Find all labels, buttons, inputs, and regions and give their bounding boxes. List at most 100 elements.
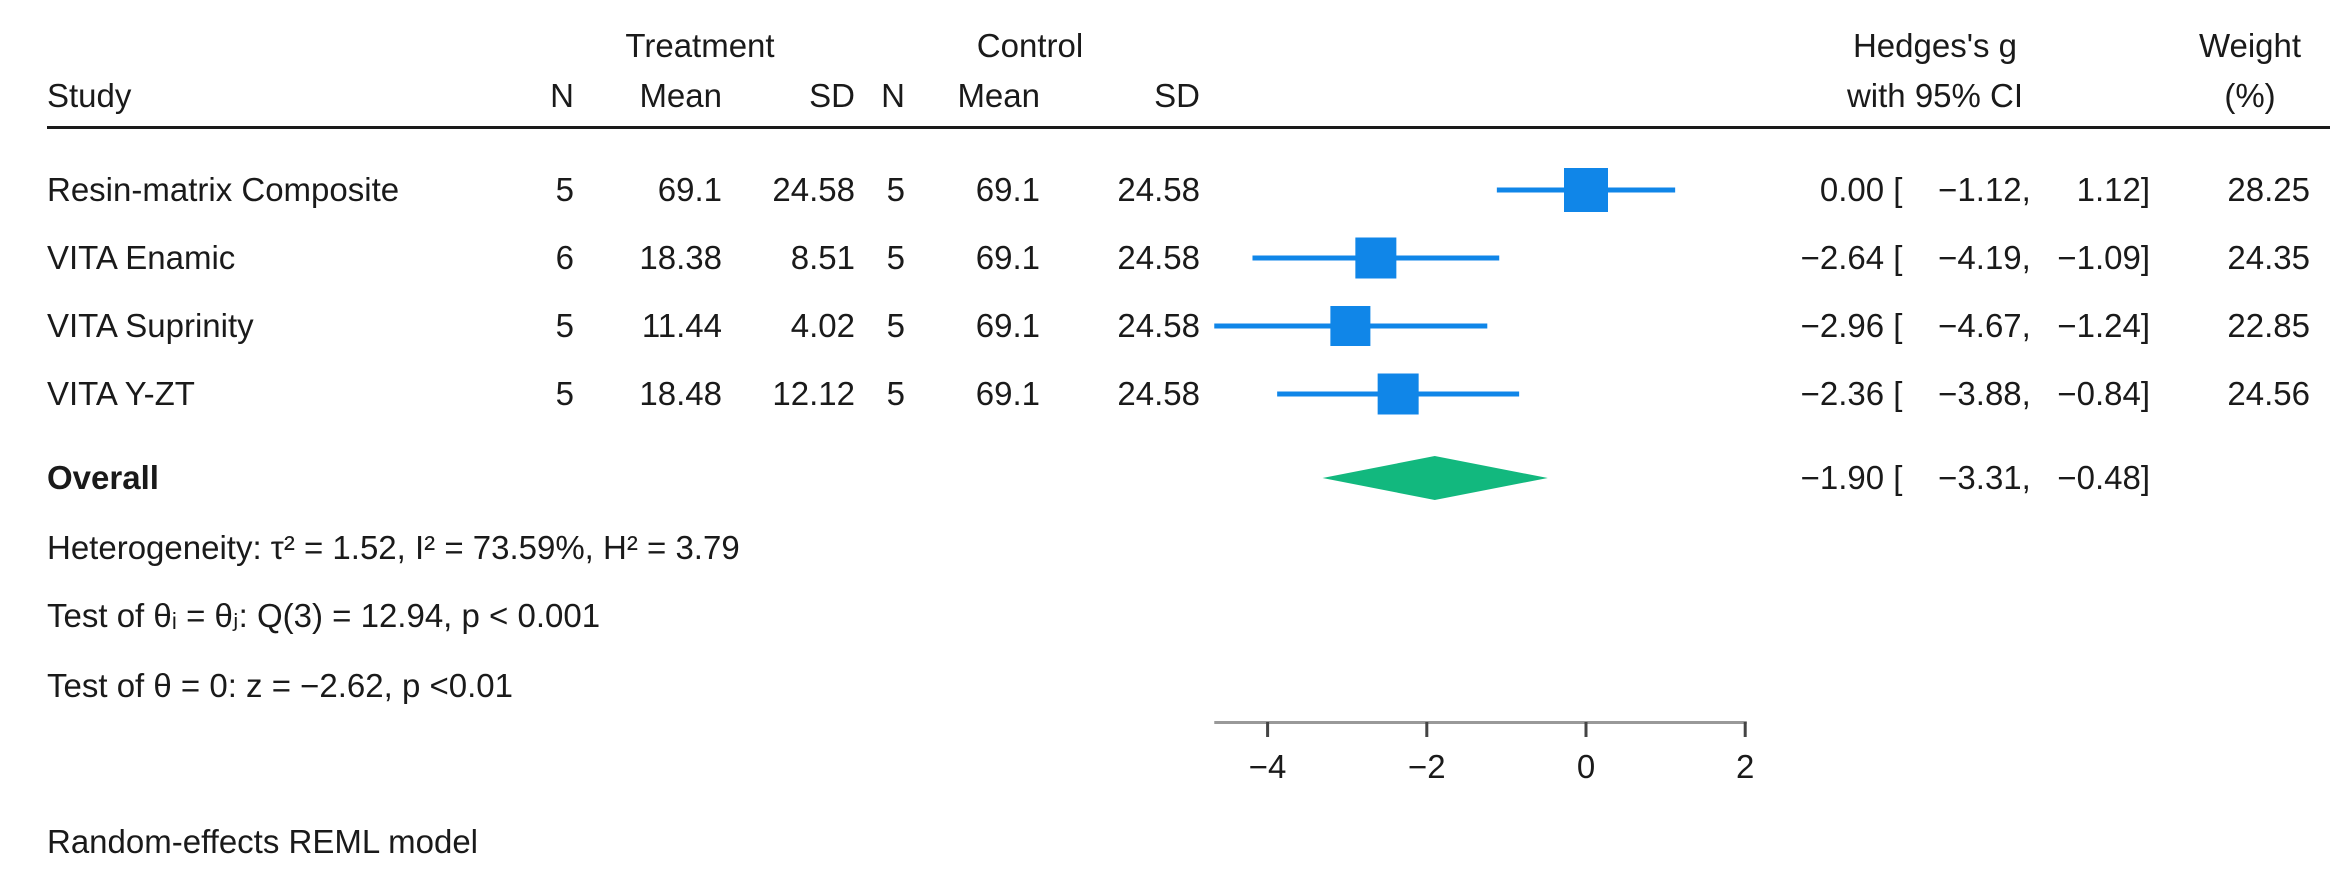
x-axis-tick [1584, 722, 1588, 737]
weight-header-line2: (%) [2224, 77, 2276, 114]
x-axis-line [1214, 721, 1747, 724]
table-row: Resin-matrix Composite 5 69.1 24.58 5 69… [0, 168, 2348, 212]
control-sd: 24.58 [1117, 375, 1200, 412]
treatment-n: 5 [555, 375, 574, 412]
effect-estimate-ci: −2.96 [ −4.67 , −1.24 ] [1764, 304, 2150, 348]
x-axis-tick [1743, 722, 1747, 737]
bracket-open: [ [1884, 375, 1912, 412]
treatment-mean: 11.44 [641, 307, 722, 344]
x-axis-tick [1266, 722, 1270, 737]
effect-estimate: −2.64 [1800, 239, 1885, 276]
treatment-n: 6 [555, 239, 574, 276]
control-mean-header: Mean [957, 77, 1040, 114]
ci-lower: −3.88 [1938, 375, 2022, 412]
weight-value: 22.85 [2227, 307, 2310, 344]
study-column-header: Study [47, 77, 132, 114]
ci-upper: −0.84 [2057, 375, 2141, 412]
bracket-close: ] [2140, 239, 2150, 276]
study-name: Resin-matrix Composite [47, 171, 400, 208]
treatment-group-header: Treatment [625, 27, 775, 64]
ci-lower: −3.31 [1938, 459, 2022, 496]
treatment-n-header: N [550, 77, 574, 114]
control-n: 5 [886, 171, 905, 208]
control-n-header: N [881, 77, 905, 114]
treatment-n: 5 [555, 307, 574, 344]
weight-value: 24.56 [2227, 375, 2310, 412]
control-mean: 69.1 [975, 239, 1040, 276]
comma: , [2021, 171, 2031, 208]
effect-estimate: 0.00 [1819, 171, 1885, 208]
ci-upper: −0.48 [2057, 459, 2141, 496]
effect-estimate: −2.36 [1800, 375, 1885, 412]
comma: , [2021, 459, 2031, 496]
control-mean: 69.1 [975, 171, 1040, 208]
ci-lower: −4.19 [1938, 239, 2022, 276]
treatment-n: 5 [555, 171, 574, 208]
ci-upper: 1.12 [2076, 171, 2141, 208]
treatment-sd-header: SD [809, 77, 855, 114]
treatment-mean-header: Mean [639, 77, 722, 114]
bracket-close: ] [2140, 375, 2150, 412]
bracket-close: ] [2140, 171, 2150, 208]
x-axis-tick-label: 0 [1577, 748, 1595, 785]
control-sd-header: SD [1154, 77, 1200, 114]
weight-value: 24.35 [2227, 239, 2310, 276]
comma: , [2021, 375, 2031, 412]
weight-header-line1: Weight [2198, 27, 2302, 64]
comma: , [2021, 307, 2031, 344]
control-sd: 24.58 [1117, 171, 1200, 208]
control-mean: 69.1 [975, 375, 1040, 412]
x-axis-tick-label: −4 [1249, 748, 1287, 785]
treatment-mean: 18.38 [639, 239, 722, 276]
table-row: VITA Y-ZT 5 18.48 12.12 5 69.1 24.58 −2.… [0, 372, 2348, 416]
overall-label: Overall [47, 459, 159, 496]
control-sd: 24.58 [1117, 307, 1200, 344]
weight-value: 28.25 [2227, 171, 2310, 208]
study-name: VITA Enamic [47, 239, 236, 276]
treatment-sd: 24.58 [772, 171, 855, 208]
table-row: VITA Suprinity 5 11.44 4.02 5 69.1 24.58… [0, 304, 2348, 348]
control-group-header: Control [976, 27, 1084, 64]
ci-upper: −1.09 [2057, 239, 2141, 276]
x-axis-tick-label: −2 [1408, 748, 1446, 785]
ci-lower: −4.67 [1938, 307, 2022, 344]
ci-upper: −1.24 [2057, 307, 2141, 344]
x-axis-tick [1425, 722, 1429, 737]
treatment-sd: 8.51 [790, 239, 855, 276]
treatment-mean: 69.1 [657, 171, 722, 208]
bracket-open: [ [1884, 171, 1912, 208]
overall-estimate-ci: −1.90 [ −3.31 , −0.48 ] [1764, 456, 2150, 500]
treatment-mean: 18.48 [639, 375, 722, 412]
effect-header-line1: Hedges's g [1852, 27, 2018, 64]
study-name: VITA Suprinity [47, 307, 254, 344]
effect-header-line2: with 95% CI [1846, 77, 2024, 114]
bracket-open: [ [1884, 307, 1912, 344]
ci-lower: −1.12 [1938, 171, 2022, 208]
treatment-sd: 4.02 [790, 307, 855, 344]
control-sd: 24.58 [1117, 239, 1200, 276]
bracket-open: [ [1884, 239, 1912, 276]
x-axis-tick-label: 2 [1736, 748, 1754, 785]
heterogeneity-note: Heterogeneity: τ² = 1.52, I² = 73.59%, H… [47, 529, 740, 566]
bracket-close: ] [2140, 459, 2150, 496]
effect-estimate-ci: −2.36 [ −3.88 , −0.84 ] [1764, 372, 2150, 416]
control-n: 5 [886, 307, 905, 344]
header-separator [47, 126, 2330, 129]
treatment-sd: 12.12 [772, 375, 855, 412]
effect-estimate: −2.96 [1800, 307, 1885, 344]
effect-estimate-ci: −2.64 [ −4.19 , −1.09 ] [1764, 236, 2150, 280]
group-test-note: Test of θᵢ = θⱼ: Q(3) = 12.94, p < 0.001 [47, 597, 601, 634]
control-n: 5 [886, 375, 905, 412]
effect-estimate: −1.90 [1800, 459, 1885, 496]
table-row: VITA Enamic 6 18.38 8.51 5 69.1 24.58 −2… [0, 236, 2348, 280]
effect-estimate-ci: 0.00 [ −1.12 , 1.12 ] [1764, 168, 2150, 212]
bracket-close: ] [2140, 307, 2150, 344]
study-name: VITA Y-ZT [47, 375, 195, 412]
model-note: Random-effects REML model [47, 823, 479, 860]
comma: , [2021, 239, 2031, 276]
bracket-open: [ [1884, 459, 1912, 496]
overall-row: Overall −1.90 [ −3.31 , −0.48 ] [0, 456, 2348, 500]
zero-test-note: Test of θ = 0: z = −2.62, p <0.01 [47, 667, 513, 704]
